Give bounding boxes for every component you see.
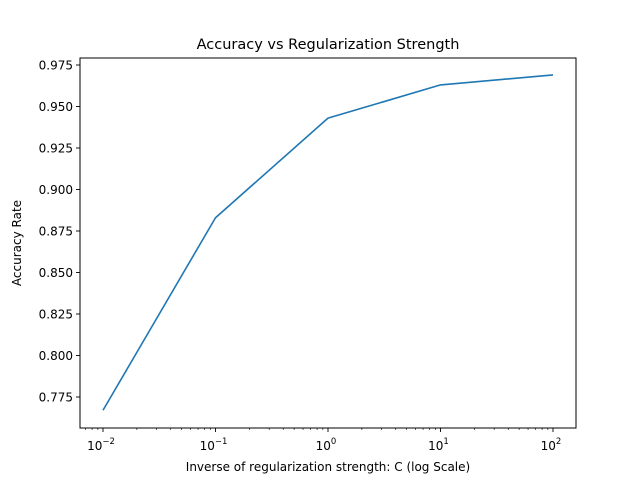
y-tick-label: 0.925	[39, 141, 73, 155]
x-tick-label: 100	[316, 437, 337, 453]
y-tick-label: 0.825	[39, 307, 73, 321]
series-line	[102, 74, 554, 411]
y-tick-label: 0.850	[39, 266, 73, 280]
y-tick-label: 0.900	[39, 183, 73, 197]
y-tick-label: 0.775	[39, 390, 73, 404]
x-tick-label: 101	[428, 437, 449, 453]
chart-title: Accuracy vs Regularization Strength	[197, 37, 460, 53]
x-axis-label: Inverse of regularization strength: C (l…	[186, 460, 470, 474]
y-tick-label: 0.950	[39, 100, 73, 114]
x-tick-label: 10−2	[87, 437, 115, 453]
y-tick-label: 0.800	[39, 349, 73, 363]
plot-area: 0.775 0.800 0.825 0.850 0.875 0.900 0.925 0.950…	[39, 58, 562, 453]
x-tick-label: 102	[541, 437, 562, 453]
x-tick-label: 10−1	[200, 437, 228, 453]
plot-frame	[79, 57, 577, 429]
y-tick-label: 0.875	[39, 224, 73, 238]
y-axis-label: Accuracy Rate	[10, 200, 24, 286]
y-tick-label: 0.975	[39, 58, 73, 72]
